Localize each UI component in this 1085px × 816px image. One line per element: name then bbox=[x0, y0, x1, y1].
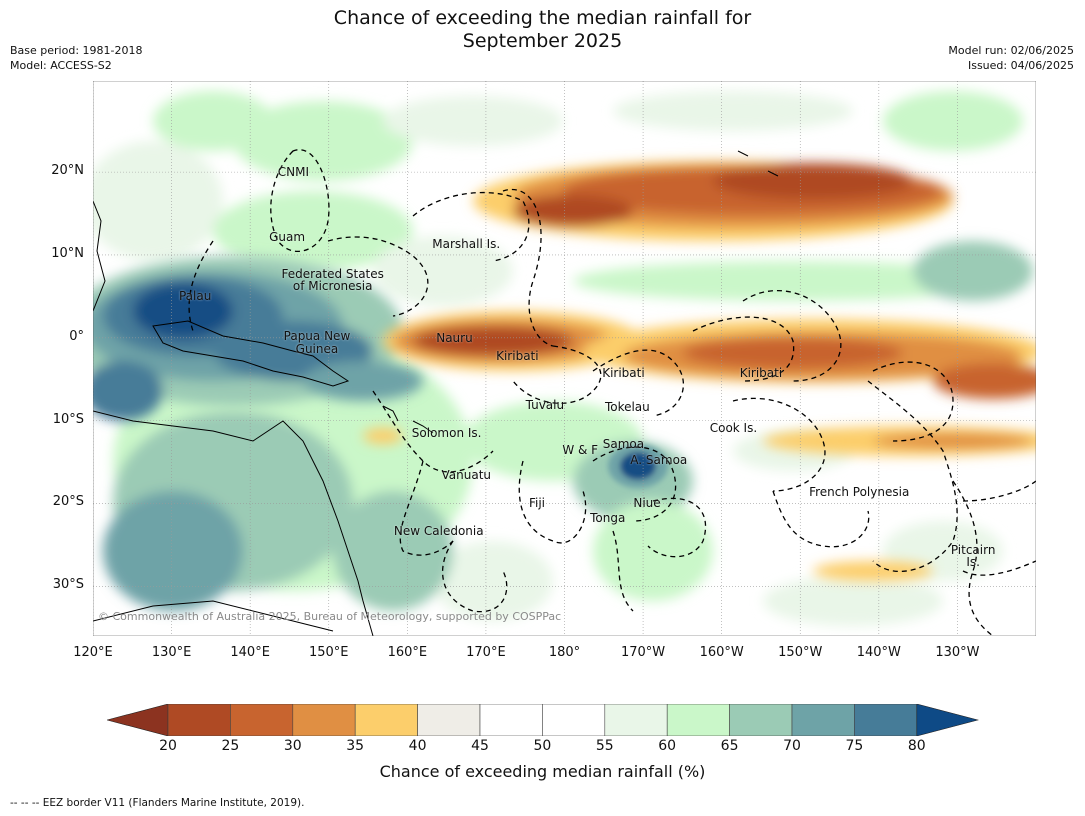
colorbar-segment bbox=[230, 704, 294, 736]
lon-tick-label: 150°W bbox=[778, 645, 823, 660]
place-label: W & F bbox=[562, 442, 599, 457]
place-label: French Polynesia bbox=[809, 484, 910, 499]
colorbar-tick-label: 50 bbox=[533, 738, 552, 754]
colorbar-over-arrow bbox=[916, 704, 979, 736]
issued-date: Issued: 04/06/2025 bbox=[967, 59, 1074, 72]
place-label: Fiji bbox=[528, 495, 545, 510]
lat-tick-label: 20°N bbox=[51, 163, 84, 179]
title-line-1: Chance of exceeding the median rainfall … bbox=[333, 7, 752, 29]
lon-tick-label: 130°E bbox=[151, 645, 192, 660]
meta-right: Model run: 02/06/2025 Issued: 04/06/2025 bbox=[948, 43, 1074, 73]
place-label: Federated States bbox=[281, 267, 384, 281]
lat-tick-label: 0° bbox=[69, 328, 84, 344]
map-gridlines bbox=[93, 81, 1036, 636]
lon-tick-label: 180° bbox=[548, 645, 581, 660]
place-label: Palau bbox=[178, 289, 212, 304]
lat-tick-label: 10°N bbox=[51, 245, 84, 261]
colorbar-segment bbox=[292, 704, 356, 736]
wet-anomaly-samoa bbox=[608, 444, 668, 488]
place-label: Guinea bbox=[295, 341, 339, 356]
colorbar-segment bbox=[479, 704, 543, 736]
colorbar-tick-label: 75 bbox=[845, 738, 864, 754]
meta-left: Base period: 1981-2018 Model: ACCESS-S2 bbox=[10, 43, 142, 73]
place-label: Marshall Is. bbox=[432, 237, 501, 252]
place-label: A. Samoa bbox=[630, 453, 688, 468]
lon-tick-label: 150°E bbox=[308, 645, 349, 660]
place-label: Niue bbox=[633, 495, 661, 510]
colorbar-segment bbox=[417, 704, 481, 736]
colorbar-tick-label: 45 bbox=[471, 738, 489, 754]
colorbar-tick-label: 80 bbox=[907, 738, 926, 754]
colorbar-segment bbox=[729, 704, 793, 736]
copyright-notice: © Commonwealth of Australia 2025, Bureau… bbox=[98, 610, 562, 623]
model-run: Model run: 02/06/2025 bbox=[948, 44, 1074, 57]
lon-tick-label: 160°W bbox=[699, 645, 744, 660]
colorbar-segment bbox=[604, 704, 668, 736]
place-label: Cook Is. bbox=[709, 421, 758, 436]
lon-tick-label: 140°W bbox=[856, 645, 901, 660]
colorbar-under-arrow bbox=[107, 704, 169, 736]
place-label: Tokelau bbox=[604, 400, 650, 415]
dry-anomaly-north bbox=[473, 161, 953, 241]
colorbar-tick-label: 65 bbox=[720, 738, 739, 754]
place-label: Vanuatu bbox=[441, 468, 492, 483]
dry-anomaly-equatorial bbox=[363, 311, 1036, 581]
colorbar-tick-label: 30 bbox=[283, 738, 302, 754]
title-line-2: September 2025 bbox=[462, 30, 623, 52]
colorbar-tick-label: 55 bbox=[595, 738, 614, 754]
eez-borders bbox=[188, 149, 1036, 636]
place-label: Guam bbox=[269, 229, 306, 244]
place-label: Tonga bbox=[590, 511, 626, 526]
colorbar bbox=[107, 704, 979, 736]
model-name: Model: ACCESS-S2 bbox=[10, 59, 112, 72]
place-label: Kiribati bbox=[496, 349, 539, 363]
place-label: Pitcairn bbox=[950, 542, 996, 557]
place-label: Papua New bbox=[283, 329, 351, 344]
place-label: Solomon Is. bbox=[411, 426, 482, 441]
lon-tick-label: 140°E bbox=[230, 645, 270, 660]
place-label: Kiribati bbox=[739, 365, 783, 380]
lon-tick-label: 130°W bbox=[935, 645, 980, 660]
place-label: Tuvalu bbox=[525, 397, 565, 412]
place-label: New Caledonia bbox=[393, 523, 484, 538]
map-title: Chance of exceeding the median rainfall … bbox=[0, 7, 1085, 53]
lon-tick-label: 160°E bbox=[387, 645, 428, 660]
colorbar-tick-label: 25 bbox=[221, 738, 240, 754]
colorbar-segment bbox=[354, 704, 418, 736]
colorbar-segment bbox=[666, 704, 730, 736]
lat-tick-label: 10°S bbox=[52, 411, 84, 427]
lat-tick-label: 30°S bbox=[52, 577, 84, 593]
lat-tick-label: 20°S bbox=[52, 494, 84, 510]
colorbar-label: Chance of exceeding median rainfall (%) bbox=[379, 762, 706, 781]
base-period: Base period: 1981-2018 bbox=[10, 44, 143, 57]
coastlines bbox=[93, 150, 779, 636]
place-label: of Micronesia bbox=[292, 279, 373, 294]
colorbar-tick-label: 60 bbox=[658, 738, 677, 754]
place-label: Samoa bbox=[602, 436, 645, 451]
lon-tick-label: 170°E bbox=[466, 645, 506, 660]
colorbar-segment bbox=[167, 704, 231, 736]
colorbar-tick-label: 35 bbox=[346, 738, 365, 754]
rainfall-map bbox=[93, 81, 1036, 636]
place-label: Kiribati bbox=[602, 365, 645, 380]
colorbar-segment bbox=[791, 704, 855, 736]
place-label: Nauru bbox=[436, 330, 473, 345]
colorbar-segment bbox=[542, 704, 606, 736]
eez-legend-note: -- -- -- EEZ border V11 (Flanders Marine… bbox=[10, 797, 305, 809]
place-label: CNMI bbox=[277, 165, 309, 180]
lon-tick-label: 170°W bbox=[620, 645, 666, 660]
colorbar-segment bbox=[854, 704, 918, 736]
lon-tick-label: 120°E bbox=[73, 645, 113, 660]
colorbar-tick-label: 70 bbox=[783, 738, 801, 754]
colorbar-tick-label: 20 bbox=[159, 738, 177, 754]
colorbar-tick-label: 40 bbox=[408, 738, 427, 754]
place-label: Is. bbox=[966, 555, 980, 570]
